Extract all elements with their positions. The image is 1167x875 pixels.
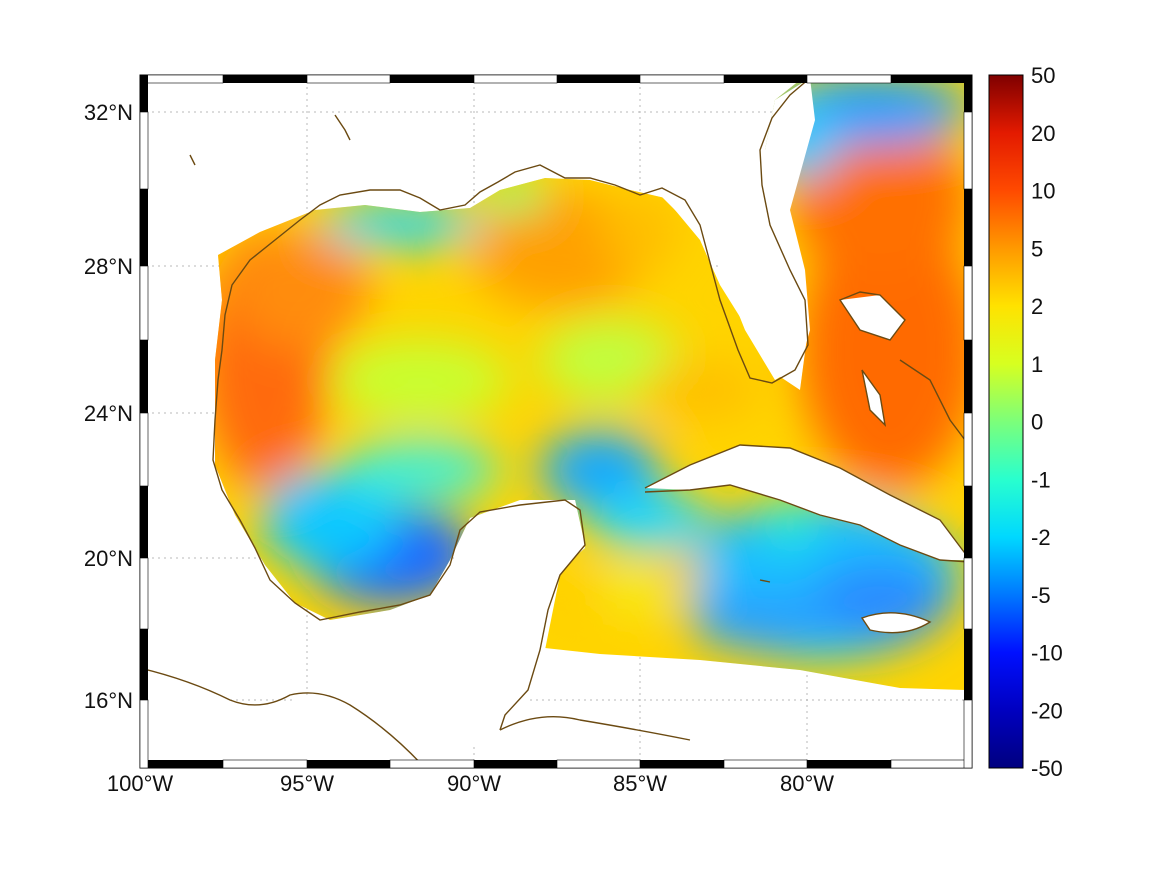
lat-tick-32: 32°N bbox=[84, 100, 133, 125]
colorbar-tick-label: 5 bbox=[1031, 236, 1043, 261]
colorbar-fill bbox=[989, 75, 1023, 768]
colorbar-gradient bbox=[989, 75, 1023, 768]
colorbar-tick-label: 50 bbox=[1031, 63, 1055, 88]
colorbar-tick-label: -1 bbox=[1031, 467, 1051, 492]
lon-tick-labels: 100°W 95°W 90°W 85°W 80°W bbox=[107, 771, 834, 796]
colorbar-tick-label: 10 bbox=[1031, 179, 1055, 204]
lon-tick-100w: 100°W bbox=[107, 771, 174, 796]
coastlines bbox=[140, 77, 971, 768]
colorbar-tick-label: -20 bbox=[1031, 698, 1063, 723]
data-field bbox=[215, 80, 965, 690]
lon-tick-95w: 95°W bbox=[280, 771, 334, 796]
lat-tick-20: 20°N bbox=[84, 546, 133, 571]
colorbar-tick-label: 1 bbox=[1031, 352, 1043, 377]
colorbar-tick-label: -10 bbox=[1031, 641, 1063, 666]
colorbar-outline bbox=[988, 74, 1024, 769]
colorbar-tick-label: -5 bbox=[1031, 583, 1051, 608]
lat-tick-24: 24°N bbox=[84, 401, 133, 426]
lon-tick-80w: 80°W bbox=[780, 771, 834, 796]
lon-tick-85w: 85°W bbox=[613, 771, 667, 796]
lat-tick-16: 16°N bbox=[84, 688, 133, 713]
colorbar-tick-label: 20 bbox=[1031, 121, 1055, 146]
map-frame bbox=[139, 74, 973, 769]
lat-tick-28: 28°N bbox=[84, 254, 133, 279]
land-mask bbox=[140, 78, 970, 768]
colorbar-tick-label: 2 bbox=[1031, 294, 1043, 319]
colorbar-tick-label: 0 bbox=[1031, 410, 1043, 435]
lat-tick-labels: 32°N 28°N 24°N 20°N 16°N bbox=[84, 100, 133, 713]
lon-tick-90w: 90°W bbox=[447, 771, 501, 796]
colorbar-tick-label: -2 bbox=[1031, 525, 1051, 550]
colorbar-tick-label: -50 bbox=[1031, 756, 1063, 781]
